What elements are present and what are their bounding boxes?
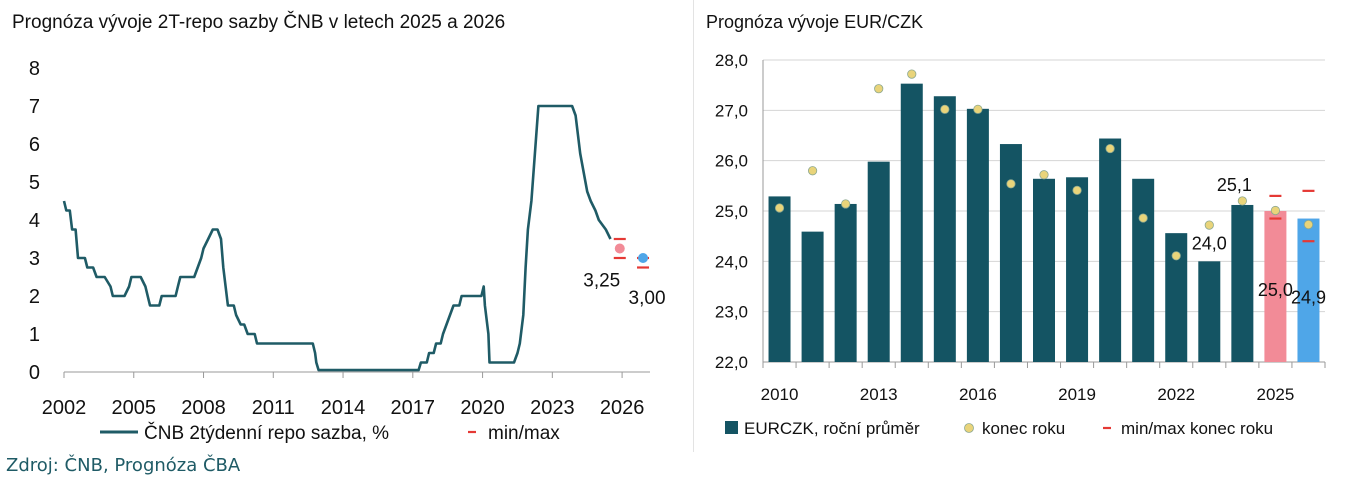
x-tick-label: 2005 — [112, 397, 157, 419]
panel-divider — [693, 0, 694, 452]
year-end-dot — [1006, 179, 1016, 189]
legend-label-repo: ČNB 2týdenní repo sazba, % — [144, 422, 389, 444]
eurczk-chart-title: Prognóza vývoje EUR/CZK — [706, 12, 924, 32]
bar-2017 — [999, 144, 1022, 362]
x-tick-label: 2014 — [321, 397, 366, 419]
year-end-dot — [1138, 213, 1148, 223]
forecast-point — [614, 243, 625, 254]
bar-2016 — [966, 108, 989, 362]
bar-data-label: 25,0 — [1258, 280, 1293, 300]
repo-rate-series-line — [62, 104, 612, 372]
forecast-value-label: 3,25 — [583, 271, 620, 292]
x-tick-label: 2002 — [42, 397, 87, 419]
year-end-dot — [1039, 170, 1049, 180]
year-end-dot — [1237, 196, 1247, 206]
year-end-dot — [1303, 219, 1314, 230]
y-tick-label: 5 — [29, 172, 40, 194]
x-tick-label: 2026 — [600, 397, 645, 419]
y-tick-label: 8 — [29, 58, 40, 80]
x-tick-label: 2023 — [530, 397, 575, 419]
x-tick-label: 2013 — [860, 385, 898, 404]
bar-2026 — [1297, 218, 1320, 362]
year-end-dot — [874, 84, 884, 94]
y-tick-label: 7 — [29, 96, 40, 118]
bar-2024 — [1231, 204, 1254, 362]
x-tick-label: 2020 — [460, 397, 505, 419]
legend-dot-swatch — [964, 423, 974, 433]
y-tick-label: 24,0 — [715, 252, 748, 271]
year-end-dot — [807, 166, 818, 176]
y-tick-label: 4 — [29, 210, 40, 232]
year-end-dot — [1270, 205, 1281, 216]
legend-bar-swatch — [725, 421, 738, 434]
y-tick-label: 22,0 — [715, 353, 748, 372]
x-tick-label: 2016 — [959, 385, 997, 404]
bar-2010 — [768, 196, 791, 362]
year-end-dot — [1072, 185, 1082, 195]
eurczk-chart-panel: Prognóza vývoje EUR/CZK 22,0 23,0 24,0 25,0… — [698, 0, 1360, 452]
y-tick-label: 3 — [29, 248, 40, 270]
year-end-dot — [841, 199, 851, 209]
y-tick-label: 28,0 — [715, 51, 748, 70]
bar-2025 — [1264, 211, 1287, 362]
bar-2018 — [1033, 178, 1055, 362]
x-tick-label: 2017 — [391, 397, 436, 419]
legend-label-minmax: min/max — [488, 423, 560, 444]
forecast-value-label: 3,00 — [629, 288, 666, 309]
forecast-point — [638, 253, 649, 263]
repo-rate-chart-panel: Prognóza vývoje 2T-repo sazby ČNB v lete… — [0, 0, 690, 452]
bar-data-label: 24,9 — [1291, 288, 1326, 308]
year-end-dot — [774, 203, 785, 213]
x-tick-label: 2011 — [252, 397, 295, 419]
bar-2012 — [834, 203, 857, 362]
repo-chart-title: Prognóza vývoje 2T-repo sazby ČNB v lete… — [12, 12, 506, 33]
y-tick-label: 2 — [29, 286, 40, 308]
bar-2023 — [1198, 261, 1221, 362]
bar-2021 — [1132, 178, 1155, 362]
y-tick-label: 26,0 — [715, 152, 748, 171]
y-tick-label: 23,0 — [715, 303, 748, 322]
year-end-dot — [1171, 251, 1181, 261]
legend-label-yearend: konec roku — [982, 419, 1065, 438]
bar-data-label: 25,1 — [1217, 175, 1252, 195]
bar-2011 — [801, 231, 824, 362]
legend-label-minmax: min/max konec roku — [1121, 419, 1273, 438]
y-tick-label: 27,0 — [715, 101, 748, 120]
bar-2019 — [1066, 177, 1089, 362]
bar-2014 — [900, 83, 923, 362]
x-tick-label: 2025 — [1256, 385, 1294, 404]
eurczk-chart: 22,0 23,0 24,0 25,0 26,0 27,0 28,0 2010 2013 2016… — [715, 51, 1326, 438]
year-end-dot — [940, 104, 950, 114]
y-tick-label: 0 — [29, 362, 40, 384]
y-tick-label: 25,0 — [715, 202, 748, 221]
bar-2013 — [867, 161, 890, 362]
y-tick-label: 1 — [29, 324, 40, 346]
x-tick-label: 2008 — [181, 397, 226, 419]
bar-data-label: 24,0 — [1192, 233, 1227, 253]
source-note: Zdroj: ČNB, Prognóza ČBA — [6, 455, 241, 476]
legend-label-average: EURCZK, roční průměr — [744, 419, 920, 438]
x-tick-label: 2019 — [1058, 385, 1096, 404]
x-tick-label: 2022 — [1157, 385, 1195, 404]
repo-rate-chart: 0 1 2 3 4 5 6 7 8 2002 2005 2008 2011 2014 2017 2020 202… — [29, 58, 666, 444]
year-end-dot — [1204, 220, 1214, 230]
y-tick-label: 6 — [29, 134, 40, 156]
bar-2015 — [933, 96, 956, 363]
year-end-dot — [973, 104, 983, 114]
x-tick-label: 2010 — [761, 385, 799, 404]
bar-2020 — [1099, 138, 1122, 362]
year-end-dot — [907, 69, 917, 79]
bar-2022 — [1165, 233, 1188, 362]
year-end-dot — [1105, 143, 1115, 154]
